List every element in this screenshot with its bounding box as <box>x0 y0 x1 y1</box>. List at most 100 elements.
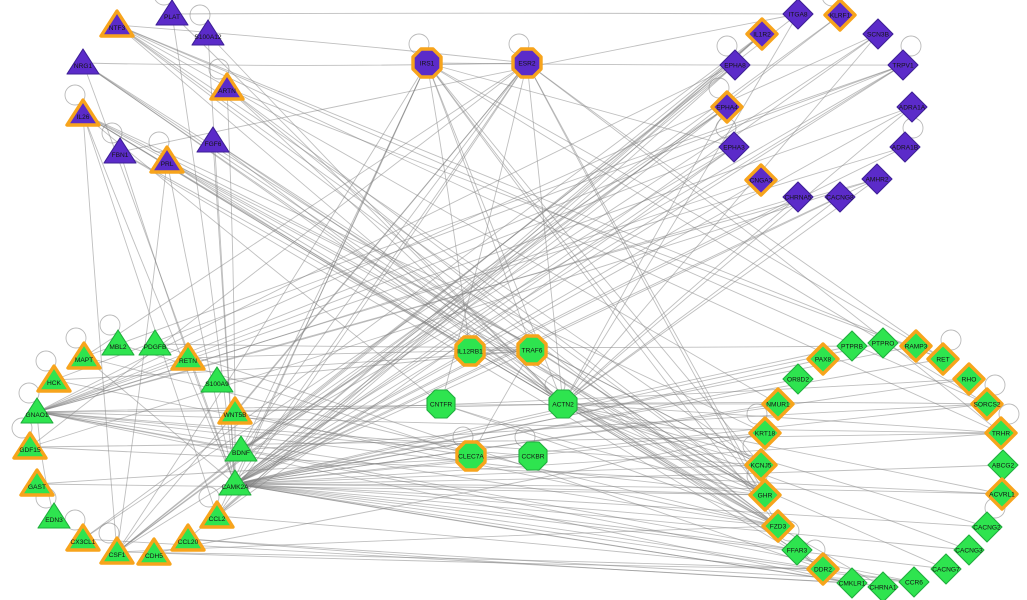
edge-ESR2-RET <box>526 62 944 360</box>
edge-CDH5-KRT18 <box>153 432 766 554</box>
self-loop-ARTN <box>208 58 230 80</box>
edge-CNTFR-FZD3 <box>440 403 779 527</box>
diamond-shape <box>806 552 840 586</box>
node-SORCS2[interactable]: SORCS2 <box>970 387 1004 421</box>
node-CACNG2[interactable]: CACNG2 <box>971 511 1003 543</box>
node-ABCG2[interactable]: ABCG2 <box>987 449 1019 481</box>
edge-PLAT-ITGA8 <box>171 12 799 15</box>
node-CLEC7A[interactable]: CLEC7A <box>455 440 487 472</box>
edge-IRS1-EPHA3 <box>426 62 735 148</box>
diamond-shape <box>824 181 856 213</box>
edge-GNAO1-CCR6 <box>36 411 915 583</box>
edge-ESR2-BDNF <box>240 62 528 451</box>
edge-CAMK2A-CHRNA1 <box>234 483 884 588</box>
edge-ESR2-NTF3 <box>116 24 528 64</box>
node-CNGA3[interactable]: CNGA3 <box>744 163 778 197</box>
edge-CAMK2A-CACNG3 <box>234 483 970 551</box>
edge-S100A9-TRAF6 <box>216 349 533 382</box>
diamond-shape <box>836 330 868 362</box>
node-SCN3B[interactable]: SCN3B <box>862 18 894 50</box>
edge-S100A12-ACTN2 <box>207 33 564 405</box>
node-FGF6[interactable]: FGF6 <box>196 126 230 153</box>
edge-CHRNA5-CAMK2A <box>234 196 799 485</box>
edge-CAMK2A-DDR2 <box>234 483 824 570</box>
diamond-shape <box>952 362 986 396</box>
node-AMHR2[interactable]: AMHR2 <box>861 163 893 195</box>
diamond-shape <box>899 329 933 363</box>
triangle-shape <box>99 9 135 38</box>
edge-CAMK2A-CACNG2 <box>234 483 988 528</box>
node-S100A12[interactable]: S100A12 <box>191 19 225 46</box>
node-GNAO1[interactable]: GNAO1 <box>20 397 54 424</box>
node-PAX8[interactable]: PAX8 <box>806 342 840 376</box>
edge-ACTN2-GHR <box>562 403 766 496</box>
triangle-shape <box>200 366 234 393</box>
node-OR8D2[interactable]: OR8D2 <box>782 363 814 395</box>
node-ESR2[interactable]: ESR2 <box>511 47 543 79</box>
node-PLAT[interactable]: PLAT <box>155 0 189 26</box>
edge-IL26-CCL2 <box>82 113 218 517</box>
node-ACVRL1[interactable]: ACVRL1 <box>985 477 1019 511</box>
node-KLRF1[interactable]: KLRF1 <box>823 0 857 32</box>
self-loop-GNAO1 <box>18 382 40 404</box>
self-loop-EPHA8 <box>716 35 738 57</box>
node-TRAF6[interactable]: TRAF6 <box>516 334 548 366</box>
node-CCL20[interactable]: CCL20 <box>170 523 206 552</box>
node-NRG1[interactable]: NRG1 <box>66 48 100 75</box>
node-CCKBR[interactable]: CCKBR <box>518 441 548 471</box>
node-ARTN[interactable]: ARTN <box>209 72 245 101</box>
edge-EPHA8-GNAO1 <box>36 64 736 413</box>
edge-KLRF1-CSF1 <box>116 14 841 553</box>
edge-PDGFB-PTPRB <box>154 343 853 348</box>
node-GDF15[interactable]: GDF15 <box>12 431 48 460</box>
diamond-shape <box>781 534 813 566</box>
node-FBN1[interactable]: FBN1 <box>103 137 137 164</box>
node-MBL2[interactable]: MBL2 <box>101 329 135 356</box>
node-CNTFR[interactable]: CNTFR <box>426 389 456 419</box>
node-ADRA1A[interactable]: ADRA1A <box>896 91 928 123</box>
node-NTF3[interactable]: NTF3 <box>99 9 135 38</box>
octagon-shape <box>511 47 543 79</box>
edge-ADRA1B-GNAO1 <box>36 146 906 413</box>
node-RHO[interactable]: RHO <box>952 362 986 396</box>
edge-EPHA4-CX3CL1 <box>82 106 728 540</box>
node-TRPV1[interactable]: TRPV1 <box>887 49 919 81</box>
node-ACTN2[interactable]: ACTN2 <box>548 389 578 419</box>
node-KCNJ5[interactable]: KCNJ5 <box>744 448 778 482</box>
node-CCR6[interactable]: CCR6 <box>898 566 930 598</box>
edge-ACTN2-KCNJ5 <box>562 403 762 466</box>
triangle-shape <box>136 537 172 566</box>
diamond-shape <box>836 567 868 599</box>
node-GAST[interactable]: GAST <box>19 468 55 497</box>
edge-CHRNA5-ACTN2 <box>562 196 799 405</box>
node-HCK[interactable]: HCK <box>36 364 72 393</box>
diamond-shape <box>761 509 795 543</box>
node-IL12RB1[interactable]: IL12RB1 <box>454 335 486 367</box>
self-loop-S100A12 <box>189 4 211 26</box>
node-EDN3[interactable]: EDN3 <box>37 502 71 529</box>
edge-ARTN-GHR <box>226 87 766 496</box>
node-RET[interactable]: RET <box>926 342 960 376</box>
node-CACNG7[interactable]: CACNG7 <box>930 553 962 585</box>
self-loop-GDF15 <box>11 417 33 439</box>
octagon-shape <box>411 47 443 79</box>
edge-ACTN2-CHRNA1 <box>562 403 884 588</box>
node-IL26[interactable]: IL26 <box>65 98 101 127</box>
node-PDGFB[interactable]: PDGFB <box>138 329 172 356</box>
edge-GNAO1-FZD3 <box>36 411 779 527</box>
edge-NTF3-GHR <box>116 24 766 496</box>
node-CX3CL1[interactable]: CX3CL1 <box>65 523 101 552</box>
diamond-shape <box>748 416 782 450</box>
edge-GNAO1-EDN3 <box>36 411 55 518</box>
node-MAPT[interactable]: MAPT <box>66 341 102 370</box>
edge-CSF1-FZD3 <box>116 525 779 553</box>
edge-SCN3B-ACTN2 <box>562 33 879 405</box>
node-CACNG3[interactable]: CACNG3 <box>953 534 985 566</box>
edge-IRS1-TRPV1 <box>426 62 904 66</box>
node-TRHR[interactable]: TRHR <box>984 416 1018 450</box>
node-ITGA8[interactable]: ITGA8 <box>782 0 814 30</box>
node-IRS1[interactable]: IRS1 <box>411 47 443 79</box>
node-FZD3[interactable]: FZD3 <box>761 509 795 543</box>
node-ADRA1B[interactable]: ADRA1B <box>889 131 921 163</box>
triangle-shape <box>103 137 137 164</box>
